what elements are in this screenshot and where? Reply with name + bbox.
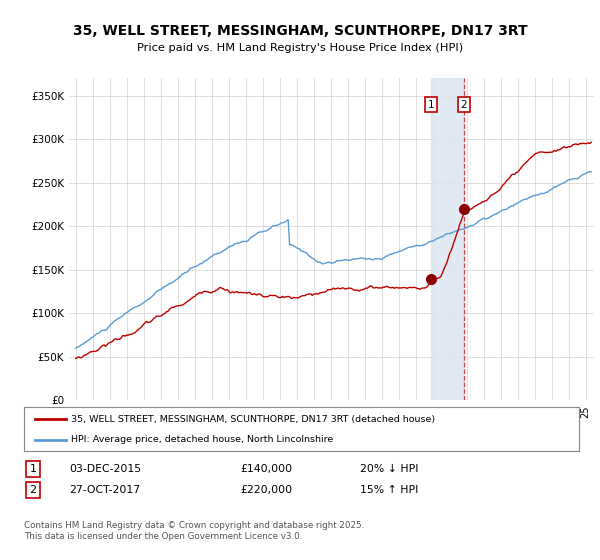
Text: Price paid vs. HM Land Registry's House Price Index (HPI): Price paid vs. HM Land Registry's House …: [137, 43, 463, 53]
Text: 1: 1: [29, 464, 37, 474]
Text: £140,000: £140,000: [240, 464, 292, 474]
Text: Contains HM Land Registry data © Crown copyright and database right 2025.
This d: Contains HM Land Registry data © Crown c…: [24, 521, 364, 540]
Text: 1: 1: [428, 100, 434, 110]
Text: HPI: Average price, detached house, North Lincolnshire: HPI: Average price, detached house, Nort…: [71, 435, 334, 445]
Text: 27-OCT-2017: 27-OCT-2017: [69, 485, 140, 495]
Text: 2: 2: [29, 485, 37, 495]
Text: 20% ↓ HPI: 20% ↓ HPI: [360, 464, 419, 474]
Text: 15% ↑ HPI: 15% ↑ HPI: [360, 485, 418, 495]
Text: £220,000: £220,000: [240, 485, 292, 495]
Text: 35, WELL STREET, MESSINGHAM, SCUNTHORPE, DN17 3RT: 35, WELL STREET, MESSINGHAM, SCUNTHORPE,…: [73, 24, 527, 38]
Text: 35, WELL STREET, MESSINGHAM, SCUNTHORPE, DN17 3RT (detached house): 35, WELL STREET, MESSINGHAM, SCUNTHORPE,…: [71, 415, 436, 424]
Bar: [431, 78, 464, 400]
Text: 2: 2: [460, 100, 467, 110]
Text: 03-DEC-2015: 03-DEC-2015: [69, 464, 141, 474]
